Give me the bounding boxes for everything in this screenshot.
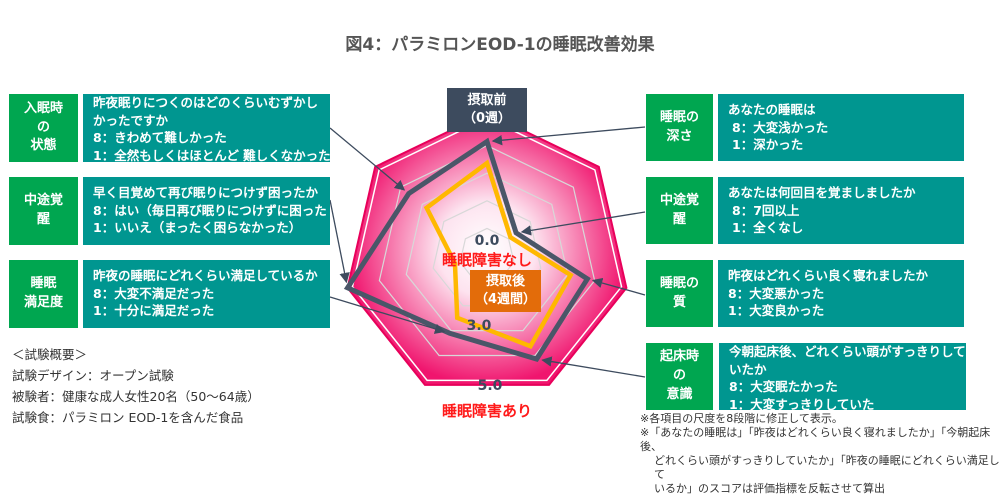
left-category-label-3: 睡眠 満足度: [9, 260, 78, 328]
series-line-after: [423, 159, 574, 349]
right-category-label-3: 睡眠の質: [646, 260, 713, 327]
radar-grid-ring-4: [378, 144, 596, 357]
right-question-4: 今朝起床後、どれくらい頭がすっきりして いたか 8：大変眠たかった 1：大変すっきりし…: [719, 343, 966, 410]
callout-arrow: [329, 199, 350, 284]
left-question-3: 昨夜の睡眠にどれくらい満足しているか 8：大変不満足だった 1：十分に満足だった: [83, 260, 330, 328]
callout-arrow: [520, 211, 646, 236]
radar-outer-ring: [351, 117, 623, 382]
left-question-2: 早く目覚めて再び眠りにつけず困ったか 8：はい（毎日再び眠りにつけずに困った 1：い…: [83, 177, 330, 245]
callout-arrow: [591, 277, 646, 296]
right-question-2: あなたは何回目を覚ましましたか 8：7回以上 1：全くなし: [718, 177, 964, 244]
before-series-label: 摂取前 （0週）: [447, 88, 527, 132]
right-question-1: あなたの睡眠は 8：大変浅かった 1：深かった: [718, 94, 964, 161]
figure-title: 図4：パラミロンEOD-1の睡眠改善効果: [345, 35, 655, 55]
tick-label-0: 0.0: [474, 233, 500, 249]
left-category-label-1: 入眠時の状態: [9, 94, 78, 162]
right-category-label-1: 睡眠の 深さ: [646, 94, 713, 161]
callout-arrow: [541, 356, 646, 378]
tick-label-5: 5.0: [477, 378, 503, 394]
tick-label-3: 3.0: [466, 318, 492, 334]
after-series-label: 摂取後 （4週間）: [470, 270, 541, 312]
right-question-3: 昨夜はどれくらい良く寝れましたか 8：大変悪かった 1：大変良かった: [718, 260, 964, 327]
center-label: 睡眠障害なし: [441, 251, 532, 269]
right-category-label-4: 起床時の意識: [646, 343, 713, 410]
outer-label: 睡眠障害あり: [441, 402, 532, 420]
left-question-1: 昨夜眠りにつくのはどのくらいむずかし かったですか 8：きわめて難しかった 1：全然も…: [83, 94, 330, 162]
callout-arrow: [491, 126, 646, 146]
trial-summary: ＜試験概要＞ 試験デザイン：オープン試験 被験者：健康な成人女性20名（50〜64歳…: [12, 347, 260, 425]
right-category-label-2: 中途覚醒: [646, 177, 713, 244]
callout-arrow: [329, 296, 446, 334]
footnotes: ※各項目の尺度を8段階に修正して表示。 ※「あなたの睡眠は」「昨夜はどれくらい良く…: [640, 412, 1000, 495]
series-line-before: [343, 137, 591, 363]
left-category-label-2: 中途覚醒: [9, 177, 78, 245]
callout-arrow: [329, 127, 406, 191]
